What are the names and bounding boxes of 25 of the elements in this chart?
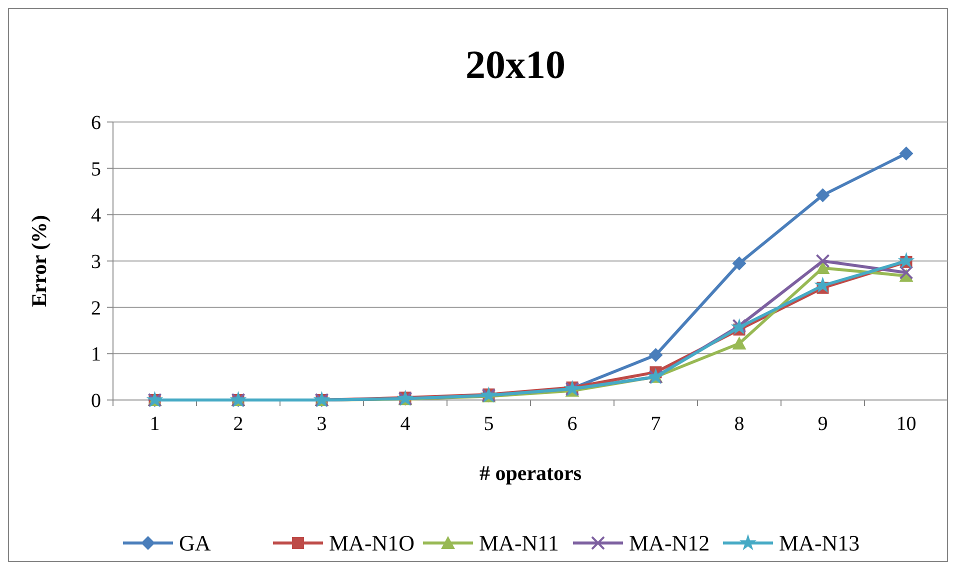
x-tick-label: 8 (734, 413, 744, 435)
y-tick-label: 1 (91, 344, 101, 366)
x-tick-label: 9 (818, 413, 828, 435)
y-axis-title: Error (%) (27, 215, 51, 307)
x-tick-label: 2 (233, 413, 244, 435)
x-tick-label: 6 (567, 413, 578, 435)
x-tick-label: 7 (650, 413, 661, 435)
x-tick-label: 1 (150, 413, 160, 435)
y-tick-label: 4 (91, 204, 101, 227)
y-tick-label: 5 (91, 158, 101, 180)
x-tick-label: 10 (896, 413, 916, 435)
y-tick-label: 0 (91, 390, 101, 412)
x-tick-label: 4 (400, 413, 410, 435)
x-tick-label: 5 (484, 413, 494, 435)
legend-label: GA (179, 530, 211, 556)
legend-label: MA-N1O (329, 530, 415, 556)
legend-label: MA-N12 (629, 530, 710, 556)
y-tick-label: 3 (91, 251, 101, 273)
legend-label: MA-N11 (479, 530, 559, 556)
x-tick-label: 3 (316, 413, 327, 435)
x-axis-title: # operators (479, 461, 582, 485)
legend-label: MA-N13 (779, 530, 860, 556)
y-tick-label: 6 (91, 112, 101, 134)
chart-title: 20x10 (466, 42, 566, 87)
y-tick-label: 2 (91, 297, 101, 320)
